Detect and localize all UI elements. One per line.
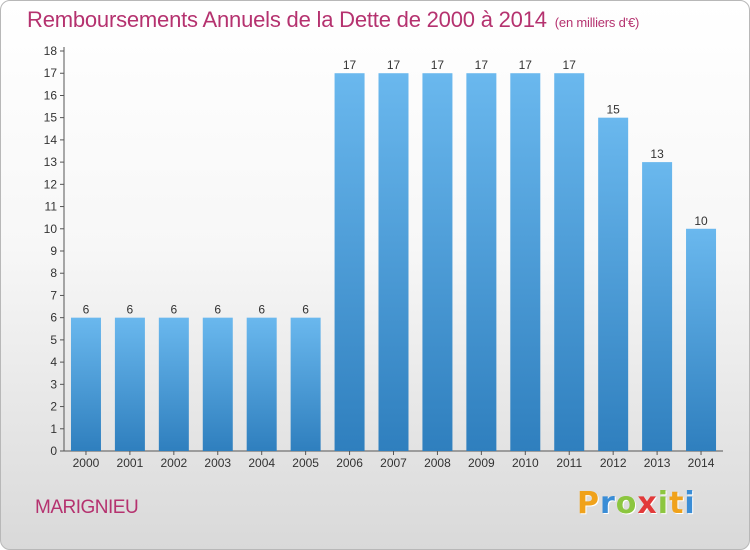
- x-tick-label: 2006: [336, 456, 363, 470]
- chart-title-text: Remboursements Annuels de la Dette de 20…: [27, 7, 547, 32]
- x-tick-label: 2003: [204, 456, 231, 470]
- bar: [334, 73, 365, 451]
- bar: [466, 73, 497, 451]
- x-tick-label: 2001: [117, 456, 144, 470]
- y-tick-label: 8: [50, 266, 57, 280]
- data-label: 17: [387, 58, 401, 72]
- bar: [158, 317, 189, 451]
- y-tick-label: 10: [44, 222, 58, 236]
- bar: [378, 73, 409, 451]
- chart-bars: 6 6 6 6 6 6 17 17 17 17 17 17 15 13 10: [70, 58, 717, 452]
- logo-letter: o: [615, 486, 638, 521]
- x-tick-label: 2004: [248, 456, 275, 470]
- y-tick-label: 5: [50, 333, 57, 347]
- y-tick-label: 15: [44, 111, 58, 125]
- y-tick-label: 2: [50, 400, 57, 414]
- y-tick-label: 4: [50, 355, 57, 369]
- bar: [686, 228, 717, 451]
- data-label: 6: [170, 303, 177, 317]
- logo-letter: r: [600, 486, 616, 521]
- bar: [290, 317, 321, 451]
- y-tick-label: 17: [44, 66, 58, 80]
- data-label: 6: [214, 303, 221, 317]
- data-label: 10: [694, 214, 708, 228]
- y-tick-label: 18: [44, 44, 58, 58]
- logo-letter: x: [637, 486, 658, 521]
- data-label: 6: [83, 303, 90, 317]
- bar: [202, 317, 233, 451]
- y-tick-label: 12: [44, 177, 58, 191]
- chart-unit: (en milliers d'€): [554, 15, 640, 30]
- x-tick-label: 2000: [73, 456, 100, 470]
- data-label: 6: [302, 303, 309, 317]
- logo-letter: t: [669, 486, 685, 521]
- data-label: 17: [563, 58, 577, 72]
- logo-letter: i: [684, 486, 696, 521]
- y-tick-label: 0: [50, 444, 57, 458]
- bar: [246, 317, 277, 451]
- y-tick-label: 1: [50, 422, 57, 436]
- logo-letter: i: [657, 486, 670, 521]
- data-label: 17: [475, 58, 489, 72]
- data-label: 17: [343, 58, 357, 72]
- x-tick-label: 2013: [644, 456, 671, 470]
- x-tick-label: 2005: [292, 456, 319, 470]
- logo-letter: P: [577, 486, 600, 521]
- y-tick-label: 11: [45, 200, 58, 214]
- x-tick-label: 2002: [160, 456, 187, 470]
- x-tick-label: 2014: [688, 456, 715, 470]
- y-tick-label: 3: [50, 377, 57, 391]
- x-tick-label: 2007: [380, 456, 407, 470]
- x-tick-label: 2012: [600, 456, 627, 470]
- x-tick-label: 2011: [556, 456, 582, 470]
- y-tick-label: 6: [50, 311, 57, 325]
- bar: [114, 317, 145, 451]
- y-tick-label: 7: [50, 288, 57, 302]
- bar: [70, 317, 101, 451]
- data-label: 15: [606, 103, 620, 117]
- commune-name: MARIGNIEU: [35, 497, 139, 518]
- x-tick-label: 2008: [424, 456, 451, 470]
- proxiti-logo: Proxiti: [577, 486, 696, 521]
- y-tick-label: 16: [44, 88, 58, 102]
- y-tick-label: 14: [44, 133, 58, 147]
- x-tick-label: 2010: [512, 456, 539, 470]
- bar: [510, 73, 541, 451]
- y-tick-label: 9: [50, 244, 57, 258]
- bar: [554, 73, 585, 451]
- data-label: 6: [127, 303, 134, 317]
- data-label: 13: [650, 147, 664, 161]
- chart-title: Remboursements Annuels de la Dette de 20…: [27, 7, 639, 33]
- data-label: 17: [519, 58, 533, 72]
- y-tick-label: 13: [44, 155, 58, 169]
- bar: [642, 162, 673, 451]
- data-label: 6: [258, 303, 265, 317]
- bar: [598, 117, 629, 452]
- bar: [422, 73, 453, 451]
- x-tick-label: 2009: [468, 456, 495, 470]
- data-label: 17: [431, 58, 445, 72]
